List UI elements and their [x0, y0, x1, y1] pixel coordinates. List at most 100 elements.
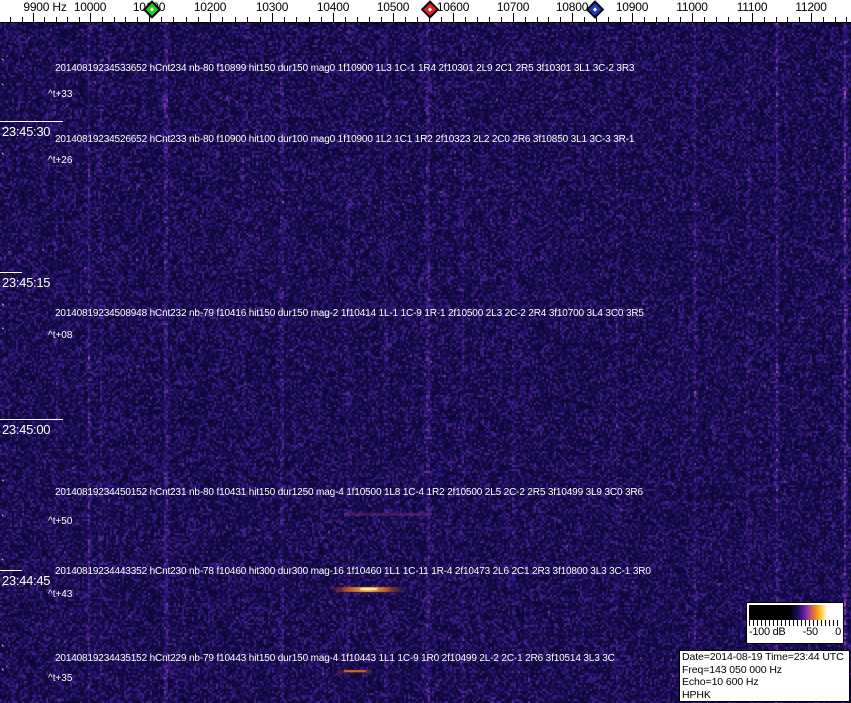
minor-tick	[656, 17, 657, 22]
event-time-offset-marker: ^t+35	[48, 673, 73, 684]
freq-label-10000: 10000	[73, 0, 107, 14]
edge-tick-mark: `	[1, 514, 5, 526]
minor-tick	[186, 17, 187, 22]
minor-tick	[716, 17, 717, 22]
minor-tick	[247, 17, 248, 22]
info-date-time: Date=2014-08-19 Time=23:44 UTC	[682, 651, 844, 663]
edge-tick-mark: `	[1, 303, 5, 315]
minor-tick	[296, 17, 297, 22]
major-tick	[333, 13, 334, 22]
major-tick	[33, 13, 34, 22]
major-tick	[453, 13, 454, 22]
minor-tick	[345, 17, 346, 22]
db-label-max: 0	[835, 626, 841, 638]
minor-tick	[173, 17, 174, 22]
marker-center-dot	[149, 7, 155, 12]
minor-tick	[260, 17, 261, 22]
minor-tick	[381, 17, 382, 22]
edge-tick-mark: `	[1, 644, 5, 656]
minor-tick	[548, 17, 549, 22]
freq-label-11200: 11200	[795, 0, 827, 14]
minor-tick	[596, 17, 597, 22]
minor-tick	[79, 17, 80, 22]
minor-tick	[405, 17, 406, 22]
time-tick-line	[0, 121, 63, 122]
db-color-legend: -100 dB -50 0	[746, 602, 844, 644]
marker-center-dot	[592, 7, 598, 12]
event-info-line: 20140819234533652 hCnt234 nb-80 f10899 h…	[55, 63, 635, 74]
db-label-min: -100 dB	[749, 626, 786, 638]
frequency-ruler: 9900 Hz100001010010200103001040010500106…	[0, 0, 851, 23]
edge-tick-mark: `	[1, 558, 5, 570]
event-time-offset-marker: ^t+43	[48, 589, 73, 600]
minor-tick	[44, 17, 45, 22]
minor-tick	[584, 17, 585, 22]
minor-tick	[22, 17, 23, 22]
minor-tick	[560, 17, 561, 22]
freq-label-10800: 10800	[555, 0, 589, 14]
freq-label-11100: 11100	[736, 0, 768, 14]
edge-tick-mark: `	[1, 668, 5, 680]
minor-tick	[198, 17, 199, 22]
minor-tick	[776, 17, 777, 22]
time-label: 23:45:30	[2, 124, 51, 139]
freq-label-10900: 10900	[615, 0, 649, 14]
edge-tick-mark: `	[1, 479, 5, 491]
db-legend-ticks	[749, 620, 841, 626]
minor-tick	[56, 17, 57, 22]
info-station-id: HPHK	[682, 688, 711, 701]
minor-tick	[321, 17, 322, 22]
minor-tick	[125, 17, 126, 22]
major-tick	[692, 13, 693, 22]
minor-tick	[787, 17, 788, 22]
minor-tick	[357, 17, 358, 22]
blue-diamond-marker-icon[interactable]	[585, 0, 605, 19]
event-time-offset-marker: ^t+08	[48, 330, 73, 341]
event-info-line: 20140819234508948 hCnt232 nb-79 f10416 h…	[55, 308, 644, 319]
freq-label-10500: 10500	[376, 0, 410, 14]
major-tick	[513, 13, 514, 22]
time-tick-line	[0, 419, 63, 420]
db-label-mid: -50	[802, 626, 818, 638]
event-info-line: 20140819234450152 hCnt231 nb-80 f10431 h…	[55, 487, 643, 498]
minor-tick	[441, 17, 442, 22]
minor-tick	[369, 17, 370, 22]
major-tick	[632, 13, 633, 22]
edge-tick-mark: `	[1, 584, 5, 596]
edge-tick-mark: `	[1, 83, 5, 95]
major-tick	[393, 13, 394, 22]
info-frequency: Freq=143 050 000 Hz	[682, 663, 782, 676]
minor-tick	[728, 17, 729, 22]
minor-tick	[137, 17, 138, 22]
status-info-box: Date=2014-08-19 Time=23:44 UTC Freq=143 …	[679, 650, 850, 702]
minor-tick	[465, 17, 466, 22]
edge-tick-mark: `	[1, 127, 5, 139]
db-gradient-bar	[749, 605, 841, 620]
event-time-offset-marker: ^t+33	[48, 89, 73, 100]
freq-label-11000: 11000	[676, 0, 708, 14]
major-tick	[90, 13, 91, 22]
minor-tick	[114, 17, 115, 22]
major-tick	[149, 13, 150, 22]
freq-label-10200: 10200	[193, 0, 227, 14]
minor-tick	[704, 17, 705, 22]
minor-tick	[680, 17, 681, 22]
minor-tick	[740, 17, 741, 22]
minor-tick	[644, 17, 645, 22]
minor-tick	[477, 17, 478, 22]
major-tick	[752, 13, 753, 22]
edge-tick-mark: `	[1, 152, 5, 164]
event-time-offset-marker: ^t+50	[48, 516, 73, 527]
event-info-line: 20140819234435152 hCnt229 nb-79 f10443 h…	[55, 653, 615, 664]
minor-tick	[799, 17, 800, 22]
minor-tick	[10, 17, 11, 22]
edge-tick-mark: `	[1, 58, 5, 70]
minor-tick	[835, 17, 836, 22]
spectrogram-display	[0, 23, 851, 703]
minor-tick	[309, 17, 310, 22]
minor-tick	[823, 17, 824, 22]
event-time-offset-marker: ^t+26	[48, 155, 73, 166]
minor-tick	[846, 17, 847, 22]
major-tick	[572, 13, 573, 22]
